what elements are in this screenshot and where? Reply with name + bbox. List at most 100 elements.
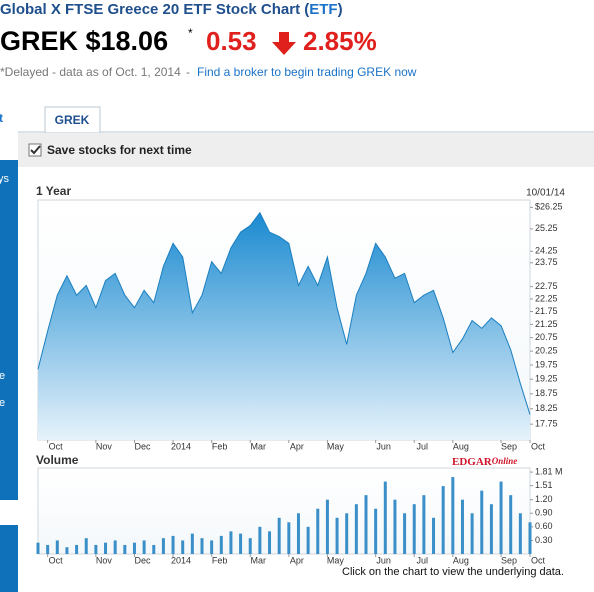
volume-bar [374, 508, 378, 554]
title-link[interactable]: ETF [309, 1, 337, 18]
volume-bar [316, 508, 320, 554]
volume-bar [219, 535, 223, 554]
y-tick-label: 22.25 [535, 293, 558, 303]
volume-bar [229, 531, 233, 554]
footer-note: Click on the chart to view the underlyin… [342, 566, 564, 578]
volume-bar [46, 544, 50, 554]
volume-bar [325, 499, 329, 554]
volume-bar [55, 540, 59, 554]
price-line [37, 211, 531, 415]
volume-bar [489, 504, 493, 554]
volume-bar [470, 513, 474, 554]
x-tick-label: May [327, 441, 345, 451]
y-tick-label: 0.60 [535, 521, 553, 531]
sidebar-panel [0, 160, 18, 500]
price-area [38, 212, 530, 440]
volume-bar [258, 526, 262, 554]
y-tick-label: 20.25 [535, 346, 558, 356]
volume-bar [84, 538, 88, 554]
volume-bar [190, 533, 194, 554]
y-tick-label: 24.25 [535, 246, 558, 256]
edgar-word: EDGAR [452, 456, 493, 468]
x-tick-label: Apr [290, 555, 304, 565]
sidebar-text: e [0, 397, 5, 409]
asterisk: * [188, 26, 193, 40]
volume-bar [268, 531, 272, 554]
volume-bar [113, 540, 117, 554]
x-tick-label: Jun [376, 441, 391, 451]
y-tick-label: 21.25 [535, 319, 558, 329]
save-label[interactable]: Save stocks for next time [47, 143, 192, 157]
volume-bar [171, 535, 175, 554]
x-tick-label: Mar [250, 441, 266, 451]
down-arrow [272, 32, 296, 55]
volume-bar [441, 486, 445, 554]
quote: GREK $18.06 [0, 26, 168, 56]
volume-bar [296, 513, 300, 554]
y-tick-label: 19.25 [535, 374, 558, 384]
y-tick-label: 23.75 [535, 257, 558, 267]
volume-bar [181, 540, 185, 554]
x-tick-label: Mar [250, 555, 266, 565]
volume-bar [518, 513, 522, 554]
sidebar-text: e [0, 370, 5, 382]
volume-bar [354, 504, 358, 554]
y-tick-label: 19.75 [535, 359, 558, 369]
edgar-online: Online [492, 456, 518, 466]
x-tick-label: Oct [531, 441, 546, 451]
volume-bar [94, 544, 98, 554]
volume-bar [432, 517, 436, 554]
volume-bar [75, 544, 79, 554]
chart-title: Volume [36, 453, 79, 467]
volume-bar [132, 542, 136, 554]
change-pct: 2.85% [303, 26, 377, 56]
volume-bar [509, 495, 513, 554]
y-tick-label: 18.75 [535, 388, 558, 398]
y-tick-label: 17.75 [535, 419, 558, 429]
title-text: Global X FTSE Greece 20 ETF Stock Chart … [0, 1, 309, 18]
x-tick-label: Aug [453, 441, 469, 451]
chart-title: 1 Year [36, 184, 71, 198]
volume-bar [335, 517, 339, 554]
volume-bar [383, 481, 387, 554]
x-tick-label: Sep [501, 441, 517, 451]
x-tick-label: Feb [212, 555, 228, 565]
volume-bar [364, 495, 368, 554]
x-tick-label: Sep [501, 555, 517, 565]
x-tick-label: 2014 [171, 555, 191, 565]
y-tick-label: 0.30 [535, 535, 553, 545]
y-tick-label: 22.75 [535, 281, 558, 291]
x-tick-label: Nov [96, 441, 113, 451]
y-tick-label: 21.75 [535, 306, 558, 316]
broker-link[interactable]: Find a broker to begin trading GREK now [197, 65, 417, 79]
tab-label[interactable]: GREK [55, 113, 90, 127]
volume-bar [451, 477, 455, 554]
volume-bar [480, 490, 484, 554]
x-tick-label: Apr [290, 441, 304, 451]
x-tick-label: Dec [134, 555, 151, 565]
volume-plot[interactable] [37, 467, 531, 555]
y-tick-label: 1.81 M [535, 466, 563, 476]
x-tick-label: Feb [212, 441, 228, 451]
title-close: ) [338, 1, 343, 18]
sidebar-panel [0, 525, 18, 592]
volume-bar [239, 533, 243, 554]
y-tick-label: 1.51 [535, 480, 553, 490]
x-tick-label: Oct [531, 555, 546, 565]
change: 0.53 [206, 26, 257, 56]
volume-bar [65, 547, 69, 554]
x-tick-label: Aug [453, 555, 469, 565]
volume-bar [460, 499, 464, 554]
y-tick-label: 0.90 [535, 508, 553, 518]
volume-bar [287, 522, 291, 554]
save-bar [18, 133, 594, 167]
y-tick-label: $26.25 [535, 202, 563, 212]
volume-bar [248, 538, 252, 554]
volume-bar [393, 499, 397, 554]
chart-date: 10/01/14 [526, 188, 565, 199]
sidebar-link[interactable]: t [0, 111, 3, 125]
separator: - [186, 65, 190, 79]
sidebar-text: ys [0, 173, 10, 185]
